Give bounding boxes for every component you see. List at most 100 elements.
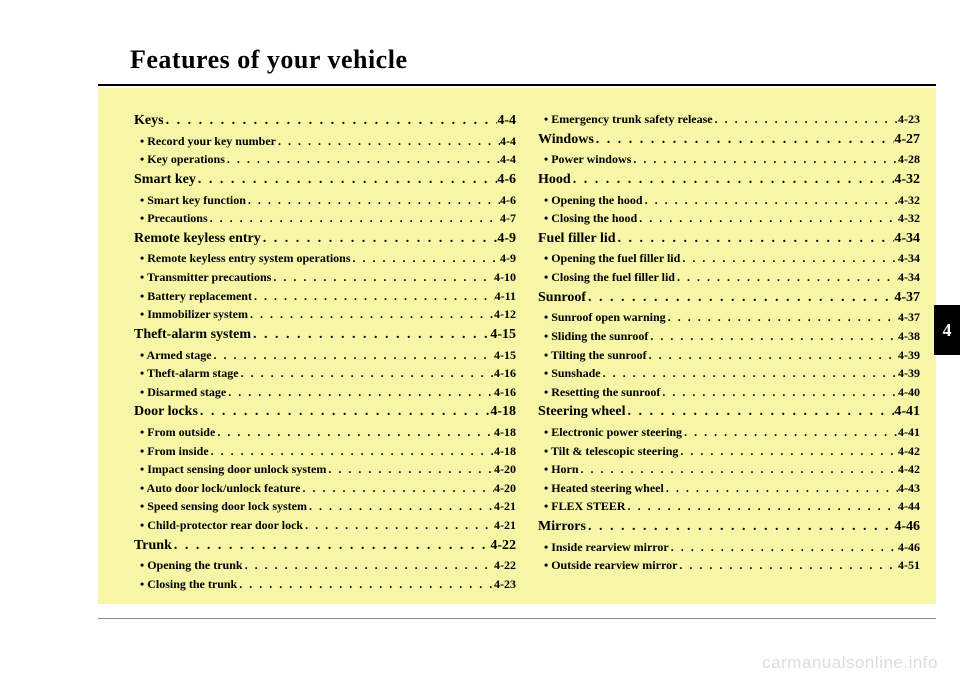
toc-leader-dots: . . . . . . . . . . . . . . . . . . . . …	[225, 150, 500, 169]
toc-leader-dots: . . . . . . . . . . . . . . . . . . . . …	[601, 364, 898, 383]
toc-label: • Auto door lock/unlock feature	[140, 479, 300, 498]
toc-leader-dots: . . . . . . . . . . . . . . . . . . . . …	[678, 442, 898, 461]
toc-leader-dots: . . . . . . . . . . . . . . . . . . . . …	[239, 364, 494, 383]
toc-page: 4-41	[894, 401, 920, 423]
toc-label: • Theft-alarm stage	[140, 364, 239, 383]
toc-entry: • Opening the hood . . . . . . . . . . .…	[538, 191, 920, 210]
toc-entry: • Smart key function . . . . . . . . . .…	[134, 191, 516, 210]
toc-label: • Sunshade	[544, 364, 601, 383]
toc-entry: • Closing the hood . . . . . . . . . . .…	[538, 209, 920, 228]
toc-entry: Sunroof . . . . . . . . . . . . . . . . …	[538, 287, 920, 309]
toc-entry: • Record your key number . . . . . . . .…	[134, 132, 516, 151]
toc-label: Fuel filler lid	[538, 228, 616, 250]
toc-leader-dots: . . . . . . . . . . . . . . . . . . . . …	[631, 150, 898, 169]
title-rule	[98, 84, 936, 86]
toc-page: 4-21	[494, 497, 516, 516]
toc-leader-dots: . . . . . . . . . . . . . . . . . . . . …	[643, 191, 898, 210]
toc-page: 4-42	[898, 442, 920, 461]
toc-label: • Speed sensing door lock system	[140, 497, 307, 516]
toc-label: • Precautions	[140, 209, 208, 228]
toc-page: 4-16	[494, 364, 516, 383]
toc-entry: Door locks . . . . . . . . . . . . . . .…	[134, 401, 516, 423]
page-title: Features of your vehicle	[130, 45, 407, 75]
toc-page: 4-46	[894, 516, 920, 538]
toc-page: 4-40	[898, 383, 920, 402]
toc-entry: Theft-alarm system . . . . . . . . . . .…	[134, 324, 516, 346]
toc-label: • Inside rearview mirror	[544, 538, 669, 557]
toc-entry: Steering wheel . . . . . . . . . . . . .…	[538, 401, 920, 423]
toc-leader-dots: . . . . . . . . . . . . . . . . . . . . …	[571, 169, 895, 191]
toc-page: 4-6	[497, 169, 516, 191]
toc-page: 4-15	[490, 324, 516, 346]
toc-label: • Armed stage	[140, 346, 212, 365]
toc-entry: • Closing the trunk . . . . . . . . . . …	[134, 575, 516, 594]
toc-entry: • Battery replacement . . . . . . . . . …	[134, 287, 516, 306]
toc-entry: • Armed stage . . . . . . . . . . . . . …	[134, 346, 516, 365]
toc-page: 4-42	[898, 460, 920, 479]
toc-page: 4-10	[494, 268, 516, 287]
toc-entry: • Electronic power steering . . . . . . …	[538, 423, 920, 442]
toc-leader-dots: . . . . . . . . . . . . . . . . . . . . …	[252, 287, 495, 306]
toc-label: Smart key	[134, 169, 196, 191]
toc-leader-dots: . . . . . . . . . . . . . . . . . . . . …	[351, 249, 501, 268]
toc-leader-dots: . . . . . . . . . . . . . . . . . . . . …	[682, 423, 898, 442]
toc-leader-dots: . . . . . . . . . . . . . . . . . . . . …	[616, 228, 895, 250]
toc-label: • Emergency trunk safety release	[544, 110, 713, 129]
toc-label: • Horn	[544, 460, 579, 479]
toc-entry: • Impact sensing door unlock system . . …	[134, 460, 516, 479]
toc-leader-dots: . . . . . . . . . . . . . . . . . . . . …	[276, 132, 500, 151]
toc-page: 4-34	[898, 268, 920, 287]
toc-entry: • From outside . . . . . . . . . . . . .…	[134, 423, 516, 442]
toc-entry: • Sunshade . . . . . . . . . . . . . . .…	[538, 364, 920, 383]
toc-label: • Remote keyless entry system operations	[140, 249, 351, 268]
toc-entry: Trunk . . . . . . . . . . . . . . . . . …	[134, 535, 516, 557]
toc-page: 4-15	[494, 346, 516, 365]
toc-entry: • Horn . . . . . . . . . . . . . . . . .…	[538, 460, 920, 479]
toc-leader-dots: . . . . . . . . . . . . . . . . . . . . …	[248, 305, 494, 324]
toc-column-right: • Emergency trunk safety release . . . .…	[538, 110, 920, 582]
toc-leader-dots: . . . . . . . . . . . . . . . . . . . . …	[246, 191, 500, 210]
toc-leader-dots: . . . . . . . . . . . . . . . . . . . . …	[164, 110, 498, 132]
toc-leader-dots: . . . . . . . . . . . . . . . . . . . . …	[226, 383, 494, 402]
toc-entry: • Theft-alarm stage . . . . . . . . . . …	[134, 364, 516, 383]
toc-entry: • Tilting the sunroof . . . . . . . . . …	[538, 346, 920, 365]
toc-label: • Key operations	[140, 150, 225, 169]
toc-page: 4-34	[894, 228, 920, 250]
toc-leader-dots: . . . . . . . . . . . . . . . . . . . . …	[677, 556, 898, 575]
toc-entry: Keys . . . . . . . . . . . . . . . . . .…	[134, 110, 516, 132]
toc-entry: • Closing the fuel filler lid . . . . . …	[538, 268, 920, 287]
toc-page: 4-37	[894, 287, 920, 309]
toc-leader-dots: . . . . . . . . . . . . . . . . . . . . …	[300, 479, 494, 498]
toc-leader-dots: . . . . . . . . . . . . . . . . . . . . …	[675, 268, 898, 287]
toc-label: • Transmitter precautions	[140, 268, 271, 287]
toc-entry: • Transmitter precautions . . . . . . . …	[134, 268, 516, 287]
toc-entry: • Opening the fuel filler lid . . . . . …	[538, 249, 920, 268]
toc-page: 4-18	[494, 423, 516, 442]
toc-leader-dots: . . . . . . . . . . . . . . . . . . . . …	[625, 401, 894, 423]
toc-page: 4-22	[494, 556, 516, 575]
toc-label: • Disarmed stage	[140, 383, 226, 402]
toc-page: 4-4	[500, 132, 516, 151]
toc-page: 4-39	[898, 364, 920, 383]
toc-entry: • Speed sensing door lock system . . . .…	[134, 497, 516, 516]
toc-entry: Smart key . . . . . . . . . . . . . . . …	[134, 169, 516, 191]
toc-column-left: Keys . . . . . . . . . . . . . . . . . .…	[134, 110, 516, 582]
toc-leader-dots: . . . . . . . . . . . . . . . . . . . . …	[237, 575, 494, 594]
toc-label: • Closing the trunk	[140, 575, 237, 594]
toc-label: • Tilt & telescopic steering	[544, 442, 678, 461]
toc-leader-dots: . . . . . . . . . . . . . . . . . . . . …	[647, 346, 898, 365]
toc-label: Remote keyless entry	[134, 228, 261, 250]
toc-page: 4-4	[500, 150, 516, 169]
toc-entry: • Power windows . . . . . . . . . . . . …	[538, 150, 920, 169]
toc-label: • Closing the hood	[544, 209, 637, 228]
toc-label: • Smart key function	[140, 191, 246, 210]
toc-label: • Impact sensing door unlock system	[140, 460, 326, 479]
toc-entry: • Key operations . . . . . . . . . . . .…	[134, 150, 516, 169]
toc-page: 4-9	[500, 249, 516, 268]
toc-page: 4-34	[898, 249, 920, 268]
toc-label: Steering wheel	[538, 401, 625, 423]
toc-page: 4-9	[497, 228, 516, 250]
toc-label: • Opening the trunk	[140, 556, 243, 575]
toc-leader-dots: . . . . . . . . . . . . . . . . . . . . …	[172, 535, 490, 557]
toc-label: Door locks	[134, 401, 198, 423]
